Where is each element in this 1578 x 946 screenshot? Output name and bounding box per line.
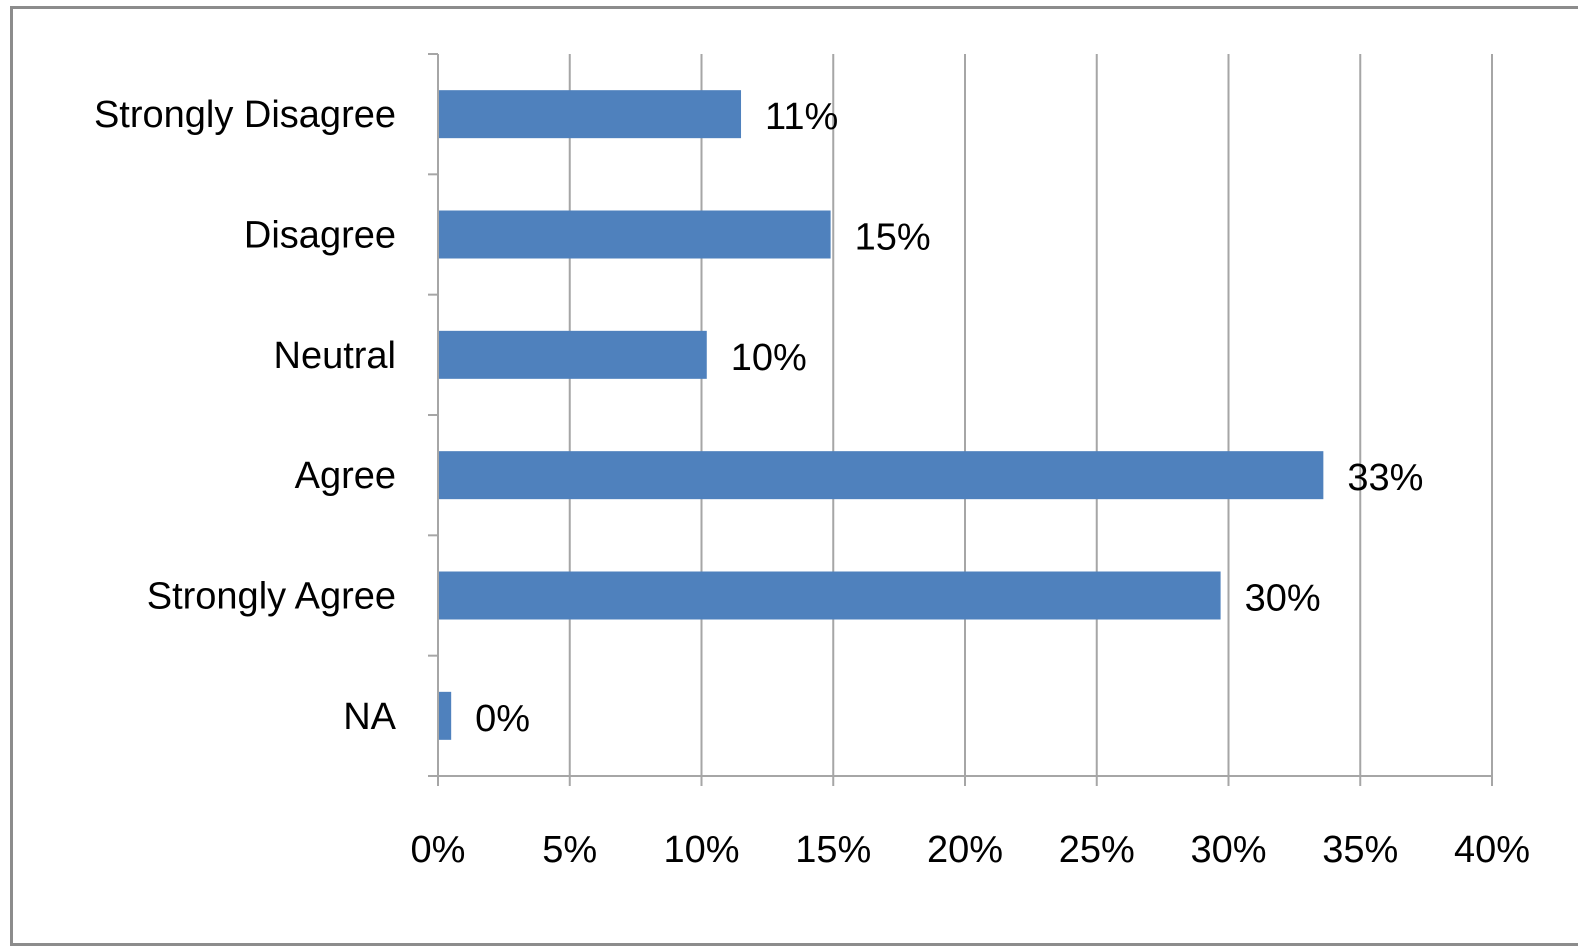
bar (438, 330, 707, 379)
labels: Strongly Disagree 11% Disagree 15% Neutral 10… (94, 94, 1530, 871)
x-tick-label: 30% (1190, 829, 1266, 871)
axes (428, 53, 1493, 786)
data-label: 11% (765, 96, 838, 138)
x-tick-label: 35% (1322, 829, 1398, 871)
bar (438, 691, 452, 740)
bar (438, 451, 1324, 500)
x-tick-label: 5% (542, 829, 597, 871)
x-tick-label: 10% (663, 829, 739, 871)
bar (438, 90, 742, 139)
category-label: Agree (295, 455, 396, 497)
x-tick-label: 40% (1454, 829, 1530, 871)
category-label: Strongly Disagree (94, 94, 396, 136)
x-tick-label: 20% (927, 829, 1003, 871)
bar (438, 210, 831, 259)
data-label: 33% (1347, 457, 1423, 499)
category-label: Disagree (244, 215, 396, 257)
x-tick-label: 25% (1059, 829, 1135, 871)
category-label: Strongly Agree (147, 576, 396, 618)
data-label: 0% (475, 698, 530, 740)
bar (438, 571, 1221, 620)
category-label: Neutral (274, 335, 397, 377)
data-label: 15% (855, 217, 931, 259)
data-label: 10% (731, 337, 807, 379)
x-tick-label: 15% (795, 829, 871, 871)
data-label: 30% (1245, 578, 1321, 620)
x-tick-label: 0% (411, 829, 466, 871)
category-label: NA (343, 696, 396, 738)
gridlines (568, 54, 1493, 776)
bar-chart: Strongly Disagree 11% Disagree 15% Neutral 10… (94, 53, 1530, 871)
bars (438, 90, 1324, 740)
